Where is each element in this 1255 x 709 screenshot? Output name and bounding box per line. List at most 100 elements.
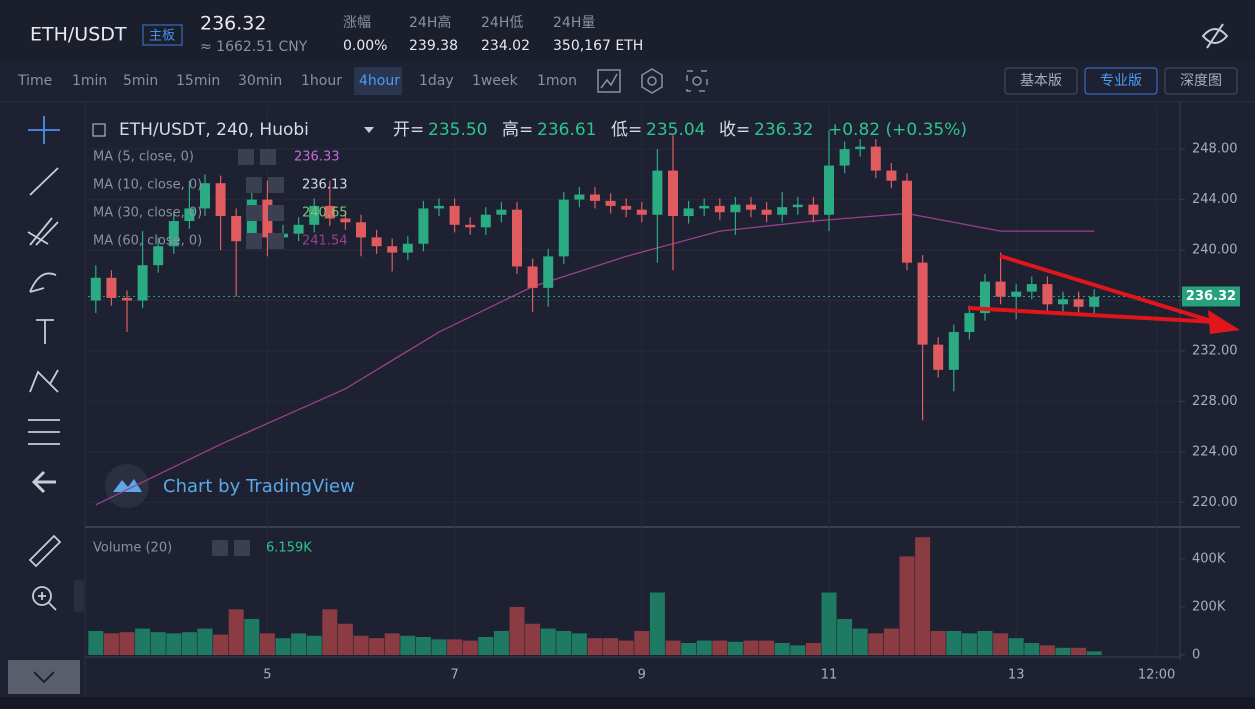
ma-close-icon[interactable] — [268, 205, 284, 221]
candle-body — [231, 215, 242, 242]
plot: 5 7 9 11 13 12:00 220.00 224.00 228.00 232.00 236.… — [88, 105, 1240, 683]
interval-button[interactable]: 1min — [72, 73, 107, 89]
measure-tool[interactable] — [28, 534, 62, 568]
pattern-tool[interactable] — [29, 369, 59, 393]
volume-bar — [977, 630, 993, 655]
ma-close-icon[interactable] — [268, 233, 284, 249]
ma-legend-value: 240.65 — [302, 206, 348, 221]
ma-legend-value: 241.54 — [302, 234, 348, 249]
candle-body — [652, 170, 663, 215]
volume-bar — [228, 609, 244, 655]
price: 236.32 — [200, 13, 266, 35]
candle-body — [605, 200, 616, 206]
volume-bar — [634, 630, 650, 655]
volume-bar — [259, 633, 275, 655]
candle-body — [683, 208, 694, 216]
zoom-tool[interactable] — [32, 586, 52, 606]
interval-button[interactable]: 1week — [472, 73, 519, 89]
candle-body — [512, 209, 522, 267]
volume-bar — [275, 638, 291, 655]
ma-legend-value: 236.33 — [294, 150, 340, 165]
volume-bar — [322, 609, 338, 655]
interval-button[interactable]: Time — [17, 73, 52, 89]
ma-close-icon[interactable] — [260, 149, 276, 165]
screenshot-icon[interactable] — [686, 70, 708, 92]
volume-close-icon[interactable] — [234, 540, 250, 556]
volume-bar — [166, 633, 182, 655]
candle-body — [184, 208, 195, 222]
ma-settings-icon[interactable] — [246, 205, 262, 221]
candle-body — [1089, 296, 1100, 307]
indicator-icon[interactable] — [597, 69, 621, 93]
view-button[interactable]: 基本版 — [1020, 72, 1062, 89]
view-button[interactable]: 专业版 — [1100, 73, 1142, 89]
candle-body — [262, 199, 273, 238]
prediction-tool[interactable] — [28, 419, 60, 445]
ma-settings-icon[interactable] — [246, 233, 262, 249]
view-button[interactable]: 深度图 — [1180, 73, 1222, 89]
ma-close-icon[interactable] — [268, 177, 284, 193]
candle-body — [215, 183, 226, 216]
view-button-box[interactable] — [1164, 67, 1238, 95]
y-tick-label: 244.00 — [1192, 192, 1238, 207]
volume-bar — [1055, 647, 1071, 655]
ma-settings-icon[interactable] — [238, 149, 254, 165]
view-button-box[interactable] — [1084, 67, 1158, 95]
brush-tool[interactable] — [29, 272, 57, 293]
magnet-tool[interactable] — [8, 660, 80, 694]
candle-body — [870, 146, 881, 171]
back-tool[interactable] — [31, 470, 56, 494]
drawing-tools — [27, 116, 62, 611]
volume-bar — [883, 628, 899, 655]
candle-body — [761, 209, 772, 215]
interval-button[interactable]: 15min — [176, 73, 220, 89]
ma-settings-icon[interactable] — [246, 177, 262, 193]
volume-settings-icon[interactable] — [212, 540, 228, 556]
trendline-tool[interactable] — [29, 167, 59, 196]
volume-bar — [291, 633, 307, 655]
interval-button[interactable]: 5min — [123, 73, 158, 89]
annotation-arrow — [999, 254, 1216, 324]
volume-bar — [556, 630, 572, 655]
candle-body — [309, 205, 320, 225]
x-tick-label: 5 — [263, 668, 271, 683]
candle-body — [574, 194, 585, 200]
text-tool[interactable] — [36, 319, 54, 344]
stat-label: 24H量 — [553, 15, 595, 31]
volume-bar — [743, 640, 759, 655]
dropdown-icon[interactable] — [364, 127, 374, 133]
candle-body — [777, 207, 788, 215]
candle-body — [1073, 299, 1084, 307]
x-tick-label: 12:00 — [1138, 668, 1175, 683]
settings-icon[interactable] — [641, 68, 663, 94]
collapse-handle[interactable] — [74, 580, 84, 612]
toolbar — [0, 62, 1255, 102]
crosshair-tool[interactable] — [28, 116, 60, 144]
candle-body — [808, 204, 819, 215]
volume-bar — [790, 645, 806, 655]
volume-bar — [603, 638, 619, 655]
last-price-tag — [1182, 286, 1240, 307]
ma-legend-name: MA (5, close, 0) — [93, 150, 194, 165]
volume-bar — [571, 633, 587, 655]
fib-tool[interactable] — [27, 217, 59, 246]
interval-button[interactable]: 1hour — [301, 73, 342, 89]
volume-bar — [993, 633, 1009, 655]
volume-bar — [384, 633, 400, 655]
stat-value: 350,167 ETH — [553, 38, 643, 54]
interval-button[interactable]: 1mon — [537, 73, 577, 89]
interval-button[interactable]: 30min — [238, 73, 282, 89]
interval-button[interactable]: 4hour — [359, 73, 400, 89]
y-tick-label: 240.00 — [1192, 243, 1238, 258]
visibility-icon[interactable] — [1201, 23, 1229, 49]
annotation-arrows — [967, 254, 1240, 334]
collapse-icon[interactable] — [92, 123, 106, 137]
volume-bar — [306, 635, 322, 655]
stat-label: 24H低 — [481, 15, 523, 31]
view-button-box[interactable] — [1004, 67, 1078, 95]
interval-button[interactable]: 1day — [419, 73, 454, 89]
volume-bar — [868, 633, 884, 655]
candle-body — [995, 281, 1006, 297]
volume-bar — [852, 628, 868, 655]
